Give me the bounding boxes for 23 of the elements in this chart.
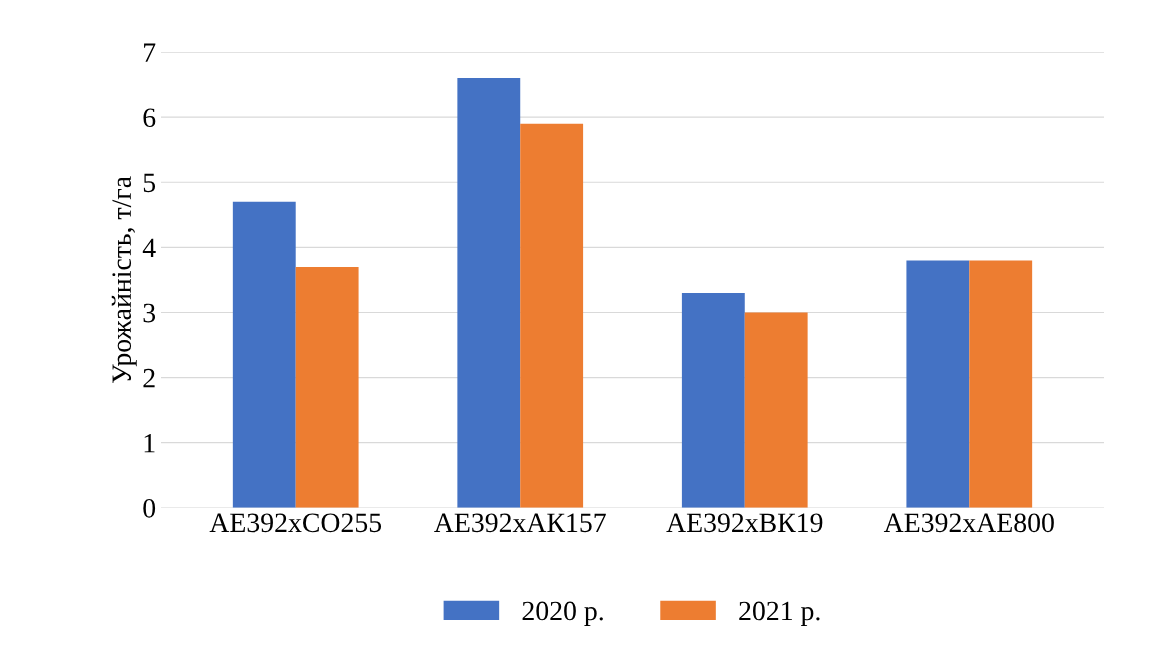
x-tick-label: АЕ392хВК19 (666, 513, 823, 533)
x-tick-label: АЕ392хСО255 (209, 513, 382, 533)
y-tick-label: 0 (143, 498, 156, 518)
y-tick-label: 3 (143, 303, 156, 323)
bar (232, 201, 296, 508)
x-tick-label: АЕ392хАЕ800 (883, 513, 1054, 533)
y-tick-label: 4 (142, 238, 156, 258)
bar (744, 312, 808, 508)
y-tick-label: 7 (144, 43, 156, 62)
bar (906, 260, 970, 508)
bar (520, 123, 584, 508)
legend-label: 2020 р. (522, 601, 603, 626)
legend-label: 2021 р. (739, 601, 820, 626)
bar (457, 78, 521, 508)
y-axis-title: Урожайність, т/га (111, 176, 137, 383)
bar (969, 260, 1033, 508)
bar (681, 292, 745, 508)
y-tick-label: 6 (143, 108, 156, 128)
y-tick-label: 2 (143, 368, 155, 388)
y-tick-label: 5 (143, 173, 156, 193)
bar (295, 266, 359, 508)
x-tick-label: АЕ392хАК157 (434, 513, 606, 533)
y-tick-label: 1 (144, 433, 155, 453)
